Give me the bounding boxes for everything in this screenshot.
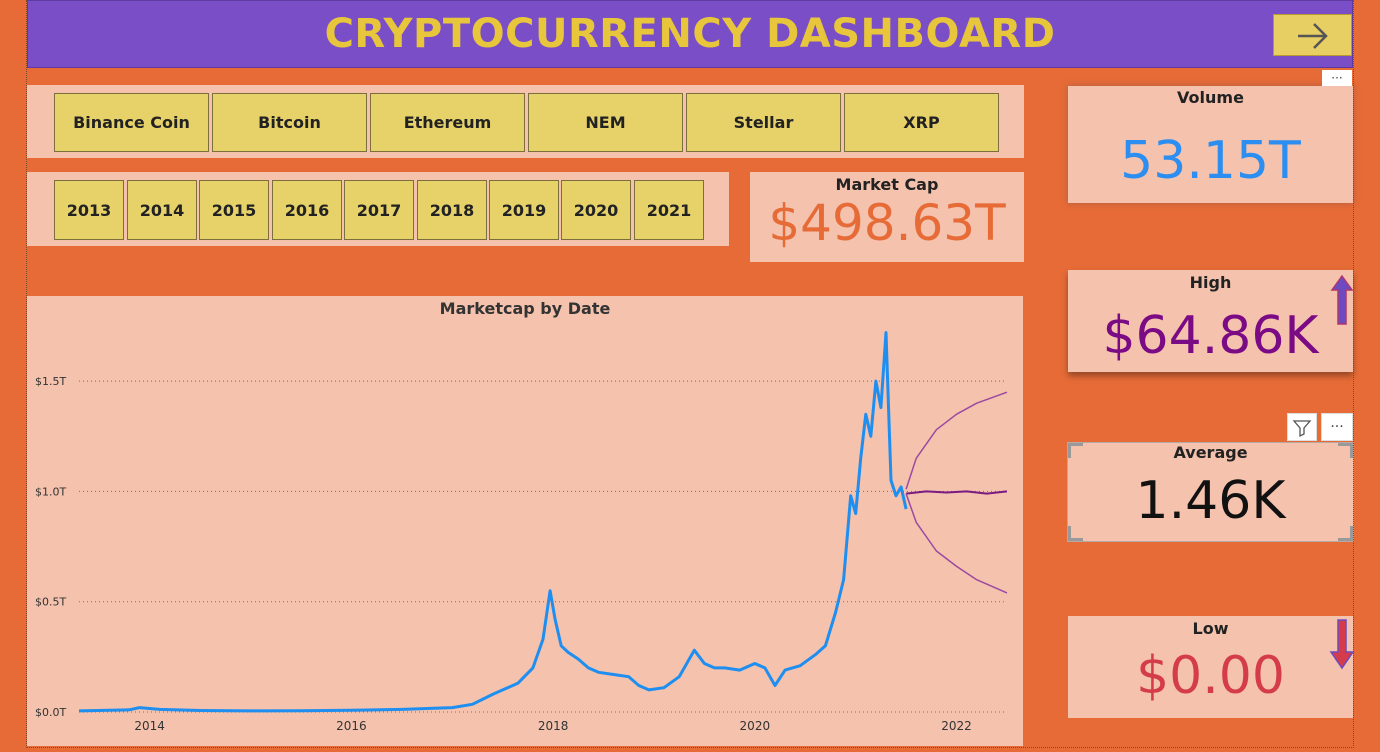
marketcap-chart-svg: Marketcap by Date $0.0T $0.5T $1.0T $1.5T 2… [35, 299, 1008, 733]
forecast-bound-line [905, 493, 1008, 594]
chart-title: Marketcap by Date [440, 299, 611, 318]
marketcap-series-line [78, 331, 908, 713]
year-option-2019[interactable]: 2019 [489, 180, 559, 240]
x-tick-label: 2016 [336, 719, 367, 733]
year-option-2016[interactable]: 2016 [272, 180, 342, 240]
low-label: Low [1192, 619, 1229, 638]
forecast-line [905, 490, 1008, 495]
more-options-icon: ··· [1331, 71, 1343, 85]
high-card: High $64.86K [1068, 270, 1354, 372]
filter-icon [1292, 420, 1312, 438]
y-tick-label: $1.5T [35, 375, 66, 388]
coin-option-bitcoin[interactable]: Bitcoin [212, 93, 367, 152]
year-option-2017[interactable]: 2017 [344, 180, 414, 240]
low-value: $0.00 [1136, 646, 1285, 706]
forecast-bound-line [905, 391, 1008, 490]
resize-handle-bottom-right[interactable] [1338, 526, 1353, 541]
resize-handle-top-left[interactable] [1068, 443, 1083, 458]
y-tick-label: $0.0T [35, 706, 66, 719]
market-cap-label: Market Cap [835, 175, 939, 194]
market-cap-card: Market Cap $498.63T [750, 172, 1024, 262]
arrow-up-icon [1330, 274, 1354, 325]
average-label: Average [1173, 443, 1248, 462]
average-card[interactable]: Average 1.46K [1067, 442, 1354, 542]
year-option-2015[interactable]: 2015 [199, 180, 269, 240]
resize-handle-bottom-left[interactable] [1068, 526, 1083, 541]
volume-value: 53.15T [1120, 131, 1301, 191]
low-card: Low $0.00 [1068, 616, 1355, 718]
coin-option-nem[interactable]: NEM [528, 93, 683, 152]
arrow-right-icon [1298, 23, 1328, 49]
marketcap-chart: Marketcap by Date $0.0T $0.5T $1.0T $1.5T 2… [27, 296, 1023, 746]
page-title: CRYPTOCURRENCY DASHBOARD [324, 11, 1056, 57]
average-value: 1.46K [1135, 471, 1286, 531]
year-option-2021[interactable]: 2021 [634, 180, 704, 240]
more-options-icon: ··· [1330, 419, 1344, 435]
market-cap-value: $498.63T [768, 194, 1006, 252]
volume-card: Volume 53.15T [1068, 86, 1353, 203]
y-tick-label: $1.0T [35, 485, 66, 498]
year-option-2020[interactable]: 2020 [561, 180, 631, 240]
filter-button[interactable] [1287, 413, 1317, 441]
next-page-button[interactable] [1273, 14, 1352, 56]
year-option-2014[interactable]: 2014 [127, 180, 197, 240]
high-label: High [1189, 273, 1232, 292]
more-options-button[interactable]: ··· [1321, 413, 1353, 441]
coin-option-xrp[interactable]: XRP [844, 93, 999, 152]
coin-option-stellar[interactable]: Stellar [686, 93, 841, 152]
y-tick-label: $0.5T [35, 596, 66, 609]
high-value: $64.86K [1102, 306, 1319, 366]
coin-option-ethereum[interactable]: Ethereum [370, 93, 525, 152]
arrow-down-icon [1329, 619, 1355, 670]
volume-label: Volume [1177, 88, 1244, 107]
x-tick-label: 2018 [538, 719, 569, 733]
resize-handle-top-right[interactable] [1338, 443, 1353, 458]
x-tick-label: 2022 [941, 719, 972, 733]
x-tick-label: 2020 [740, 719, 771, 733]
year-option-2018[interactable]: 2018 [417, 180, 487, 240]
coin-option-binance-coin[interactable]: Binance Coin [54, 93, 209, 152]
x-tick-label: 2014 [134, 719, 165, 733]
year-option-2013[interactable]: 2013 [54, 180, 124, 240]
volume-more-options-button[interactable]: ··· [1322, 70, 1352, 86]
